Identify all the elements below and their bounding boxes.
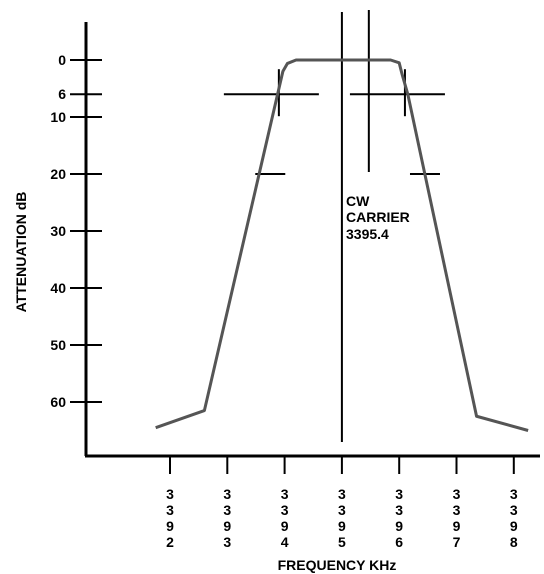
- y-tick-label-60: 60: [50, 394, 66, 410]
- y-tick-label-6: 6: [58, 86, 66, 102]
- x-tick-label-3392-char-3: 2: [166, 534, 174, 550]
- x-tick-label-3398-char-1: 3: [510, 502, 518, 518]
- x-tick-label-3397-char-1: 3: [453, 502, 461, 518]
- y-ticks: 0 6 10 20 30 40 50 60: [50, 52, 102, 410]
- x-tick-label-3394-char-2: 9: [281, 518, 289, 534]
- carrier-label-line-1: CW: [346, 193, 370, 209]
- x-tick-label-3397-char-2: 9: [453, 518, 461, 534]
- y-tick-label-40: 40: [50, 280, 66, 296]
- y-tick-label-50: 50: [50, 337, 66, 353]
- x-tick-label-3392-char-1: 3: [166, 502, 174, 518]
- y-tick-label-30: 30: [50, 223, 66, 239]
- x-tick-label-3396-char-3: 6: [395, 534, 403, 550]
- x-tick-label-3393-char-2: 9: [223, 518, 231, 534]
- x-tick-label-3397-char-0: 3: [453, 486, 461, 502]
- carrier-label-line-2: CARRIER: [346, 209, 410, 225]
- x-tick-label-3393-char-3: 3: [223, 534, 231, 550]
- y-axis-title: ATTENUATION dB: [13, 192, 29, 313]
- x-tick-label-3397-char-3: 7: [453, 534, 461, 550]
- series-line-0: [155, 58, 529, 432]
- x-tick-label-3394-char-1: 3: [281, 502, 289, 518]
- x-tick-label-3392-char-2: 9: [166, 518, 174, 534]
- y-tick-label-20: 20: [50, 166, 66, 182]
- x-tick-label-3393-char-1: 3: [223, 502, 231, 518]
- x-tick-label-3393-char-0: 3: [223, 486, 231, 502]
- x-tick-label-3394-char-3: 4: [281, 534, 289, 550]
- x-tick-label-3398-char-2: 9: [510, 518, 518, 534]
- series-group: [155, 58, 529, 432]
- y-tick-label-10: 10: [50, 109, 66, 125]
- carrier-annotation: CW CARRIER 3395.4: [346, 193, 410, 242]
- x-tick-label-3395-char-1: 3: [338, 502, 346, 518]
- x-tick-label-3394-char-0: 3: [281, 486, 289, 502]
- x-tick-label-3396-char-2: 9: [395, 518, 403, 534]
- x-tick-label-3395-char-3: 5: [338, 534, 346, 550]
- y-tick-label-0: 0: [58, 52, 66, 68]
- level-markers: [223, 10, 445, 442]
- x-tick-label-3395-char-0: 3: [338, 486, 346, 502]
- x-tick-label-3392-char-0: 3: [166, 486, 174, 502]
- x-tick-label-3395-char-2: 9: [338, 518, 346, 534]
- x-tick-label-3398-char-3: 8: [510, 534, 518, 550]
- x-axis-title: FREQUENCY KHz: [278, 557, 397, 573]
- x-tick-label-3396-char-1: 3: [395, 502, 403, 518]
- x-tick-label-3396-char-0: 3: [395, 486, 403, 502]
- carrier-label-line-3: 3395.4: [346, 226, 389, 242]
- x-tick-label-3398-char-0: 3: [510, 486, 518, 502]
